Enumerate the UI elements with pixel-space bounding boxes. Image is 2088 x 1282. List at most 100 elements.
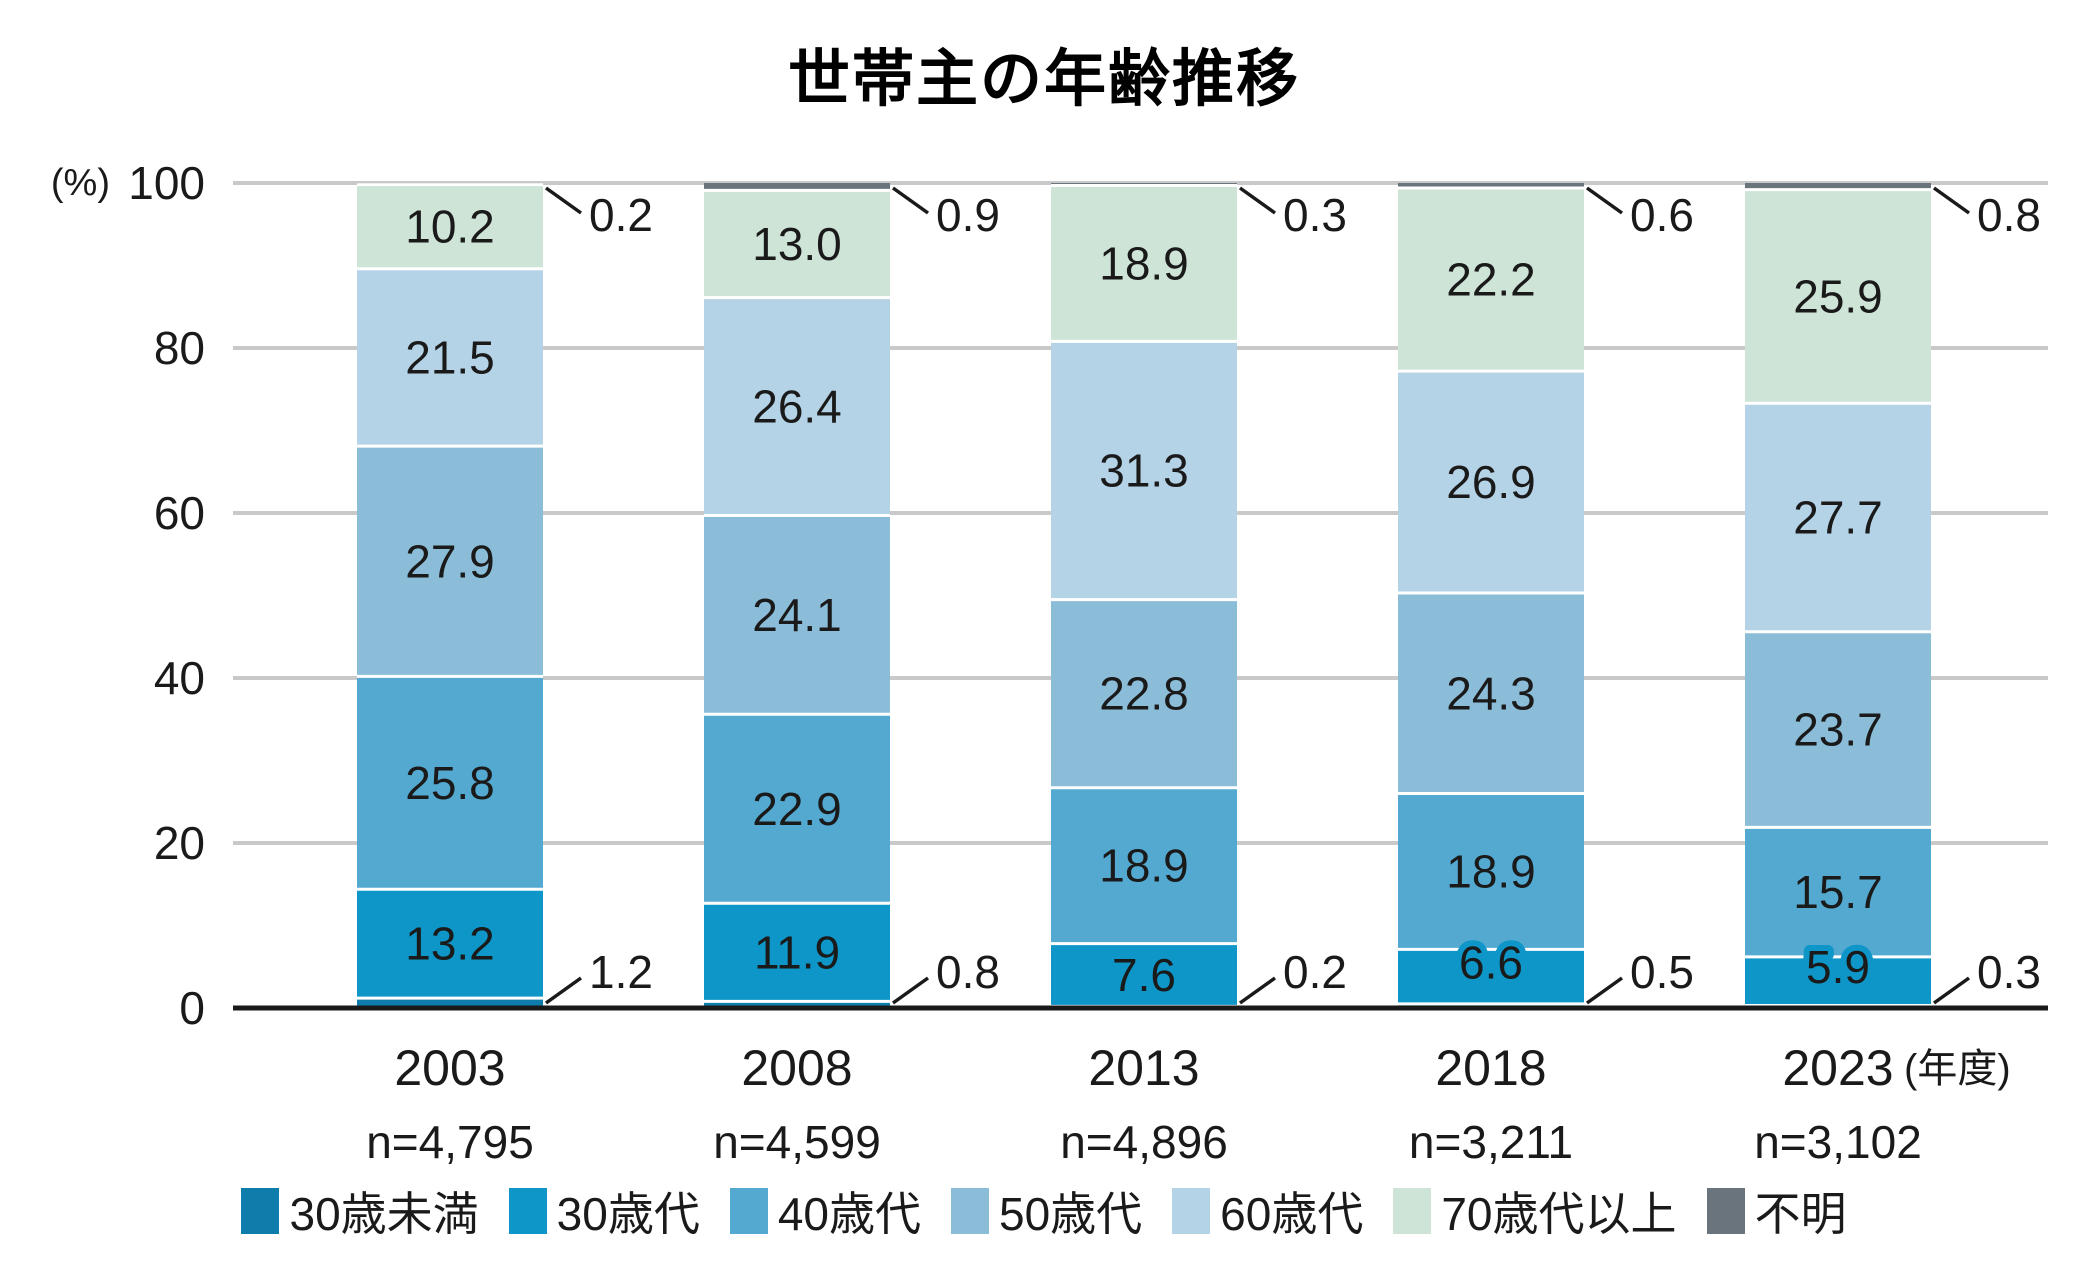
x-tick-label: 2013 xyxy=(1088,1040,1199,1096)
callout-line xyxy=(1585,186,1624,215)
segment-value-label: 25.9 xyxy=(1793,270,1883,322)
callout-value-label: 0.8 xyxy=(1977,189,2041,241)
bar-segment xyxy=(704,1001,890,1008)
legend-item: 40歳代 xyxy=(729,1178,921,1244)
y-tick-label: 20 xyxy=(154,817,205,869)
callout-value-label: 0.6 xyxy=(1630,189,1694,241)
bar-segment xyxy=(1398,183,1584,188)
chart-title: 世帯主の年齢推移 xyxy=(787,45,1300,114)
bar-segment xyxy=(704,903,890,1002)
callout-line xyxy=(1238,186,1277,215)
y-tick-label: 100 xyxy=(128,157,205,209)
legend-item: 60歳代 xyxy=(1172,1178,1363,1244)
callout-value-label: 0.2 xyxy=(589,189,653,241)
bar-segment xyxy=(1745,827,1931,957)
segment-value-label: 7.6 xyxy=(1112,949,1176,1001)
legend-label: 30歳未満 xyxy=(289,1188,479,1240)
segment-value-label: 10.2 xyxy=(405,201,495,253)
legend-label: 50歳代 xyxy=(999,1188,1143,1240)
bar-segment xyxy=(1398,371,1584,594)
callout-line xyxy=(1585,976,1624,1005)
sample-size-label: n=3,102 xyxy=(1754,1116,1922,1168)
segment-value-label: 25.8 xyxy=(405,757,495,809)
y-tick-label: 60 xyxy=(154,487,205,539)
bar-segment xyxy=(704,297,890,516)
bar-segment xyxy=(1398,949,1584,1004)
legend-swatch xyxy=(1393,1188,1432,1234)
segment-value-label: 22.8 xyxy=(1099,668,1189,720)
legend-item: 30歳未満 xyxy=(241,1178,479,1244)
bar-segment xyxy=(1051,599,1237,788)
callout-value-label: 0.3 xyxy=(1977,946,2041,998)
y-tick-label: 0 xyxy=(179,982,205,1034)
legend-item: 30歳代 xyxy=(508,1178,700,1244)
bar-segment xyxy=(1051,341,1237,600)
legend-swatch xyxy=(508,1188,547,1234)
bar-segment xyxy=(1745,189,1931,404)
legend-swatch xyxy=(729,1188,768,1234)
bar-segment xyxy=(1745,403,1931,632)
segment-value-label: 18.9 xyxy=(1099,237,1189,289)
legend-label: 30歳代 xyxy=(556,1188,700,1240)
legend-swatch xyxy=(241,1188,280,1234)
bar-segment xyxy=(1051,787,1237,944)
callout-line xyxy=(544,186,583,215)
callout-line xyxy=(1932,186,1971,215)
bar-segment xyxy=(1051,185,1237,342)
x-tick-label: 2018 xyxy=(1435,1040,1546,1096)
x-axis-unit-label: (年度) xyxy=(1904,1047,2011,1091)
stacked-bar-chart: 0 20 40 60 80 100 (%) 1.2 13.2 25.8 27.9 21.5 10.2 0.… xyxy=(51,157,2048,1168)
callout-value-label: 0.9 xyxy=(936,189,1000,241)
segment-value-label: 6.6 xyxy=(1459,937,1523,989)
legend-swatch xyxy=(951,1188,989,1234)
y-axis-unit-label: (%) xyxy=(51,162,110,204)
y-tick-label: 80 xyxy=(154,322,205,374)
legend-swatch xyxy=(1172,1188,1211,1234)
bar-segment xyxy=(704,714,890,904)
legend-swatch xyxy=(1706,1188,1745,1234)
sample-size-label: n=4,599 xyxy=(713,1116,881,1168)
callout-line xyxy=(1932,976,1971,1005)
bar-segment xyxy=(1745,631,1931,828)
segment-value-label: 5.9 xyxy=(1806,941,1870,993)
sample-size-label: n=4,896 xyxy=(1060,1116,1228,1168)
callout-value-label: 0.8 xyxy=(936,946,1000,998)
segment-value-label: 24.3 xyxy=(1446,667,1536,719)
segment-value-label: 23.7 xyxy=(1793,704,1883,756)
legend-item: 不明 xyxy=(1706,1178,1847,1244)
legend-label: 70歳代以上 xyxy=(1441,1188,1677,1240)
bar-segment xyxy=(357,446,543,677)
segment-value-label: 18.9 xyxy=(1099,840,1189,892)
bar-segment xyxy=(1398,593,1584,794)
callout-value-label: 0.3 xyxy=(1283,189,1347,241)
segment-value-label: 11.9 xyxy=(754,926,840,978)
bar-segment xyxy=(1398,793,1584,950)
legend-label: 40歳代 xyxy=(777,1188,921,1240)
segment-value-label: 13.0 xyxy=(752,218,842,270)
bar-segment xyxy=(704,190,890,298)
bar-segment xyxy=(357,268,543,447)
bar-segment xyxy=(1398,187,1584,372)
segment-value-label: 22.9 xyxy=(752,783,842,835)
legend-label: 不明 xyxy=(1754,1188,1847,1240)
sample-size-label: n=3,211 xyxy=(1409,1116,1573,1168)
callout-line xyxy=(1238,976,1277,1005)
segment-value-label: 18.9 xyxy=(1446,845,1536,897)
segment-value-label: 13.2 xyxy=(405,918,495,970)
callout-value-label: 0.5 xyxy=(1630,946,1694,998)
callout-line xyxy=(544,976,583,1005)
segment-value-label: 24.1 xyxy=(752,589,842,641)
x-tick-label: 2003 xyxy=(394,1040,505,1096)
segment-value-label: 26.4 xyxy=(752,381,842,433)
segment-value-label: 27.7 xyxy=(1793,492,1883,544)
sample-size-label: n=4,795 xyxy=(366,1116,534,1168)
legend-label: 60歳代 xyxy=(1220,1188,1364,1240)
callout-line xyxy=(891,976,930,1005)
bar-segment xyxy=(357,184,543,269)
y-tick-label: 40 xyxy=(154,652,205,704)
legend-item: 70歳代以上 xyxy=(1393,1178,1677,1244)
bar-segment xyxy=(704,183,890,191)
segment-value-label: 26.9 xyxy=(1446,456,1536,508)
bar-segment xyxy=(357,676,543,890)
